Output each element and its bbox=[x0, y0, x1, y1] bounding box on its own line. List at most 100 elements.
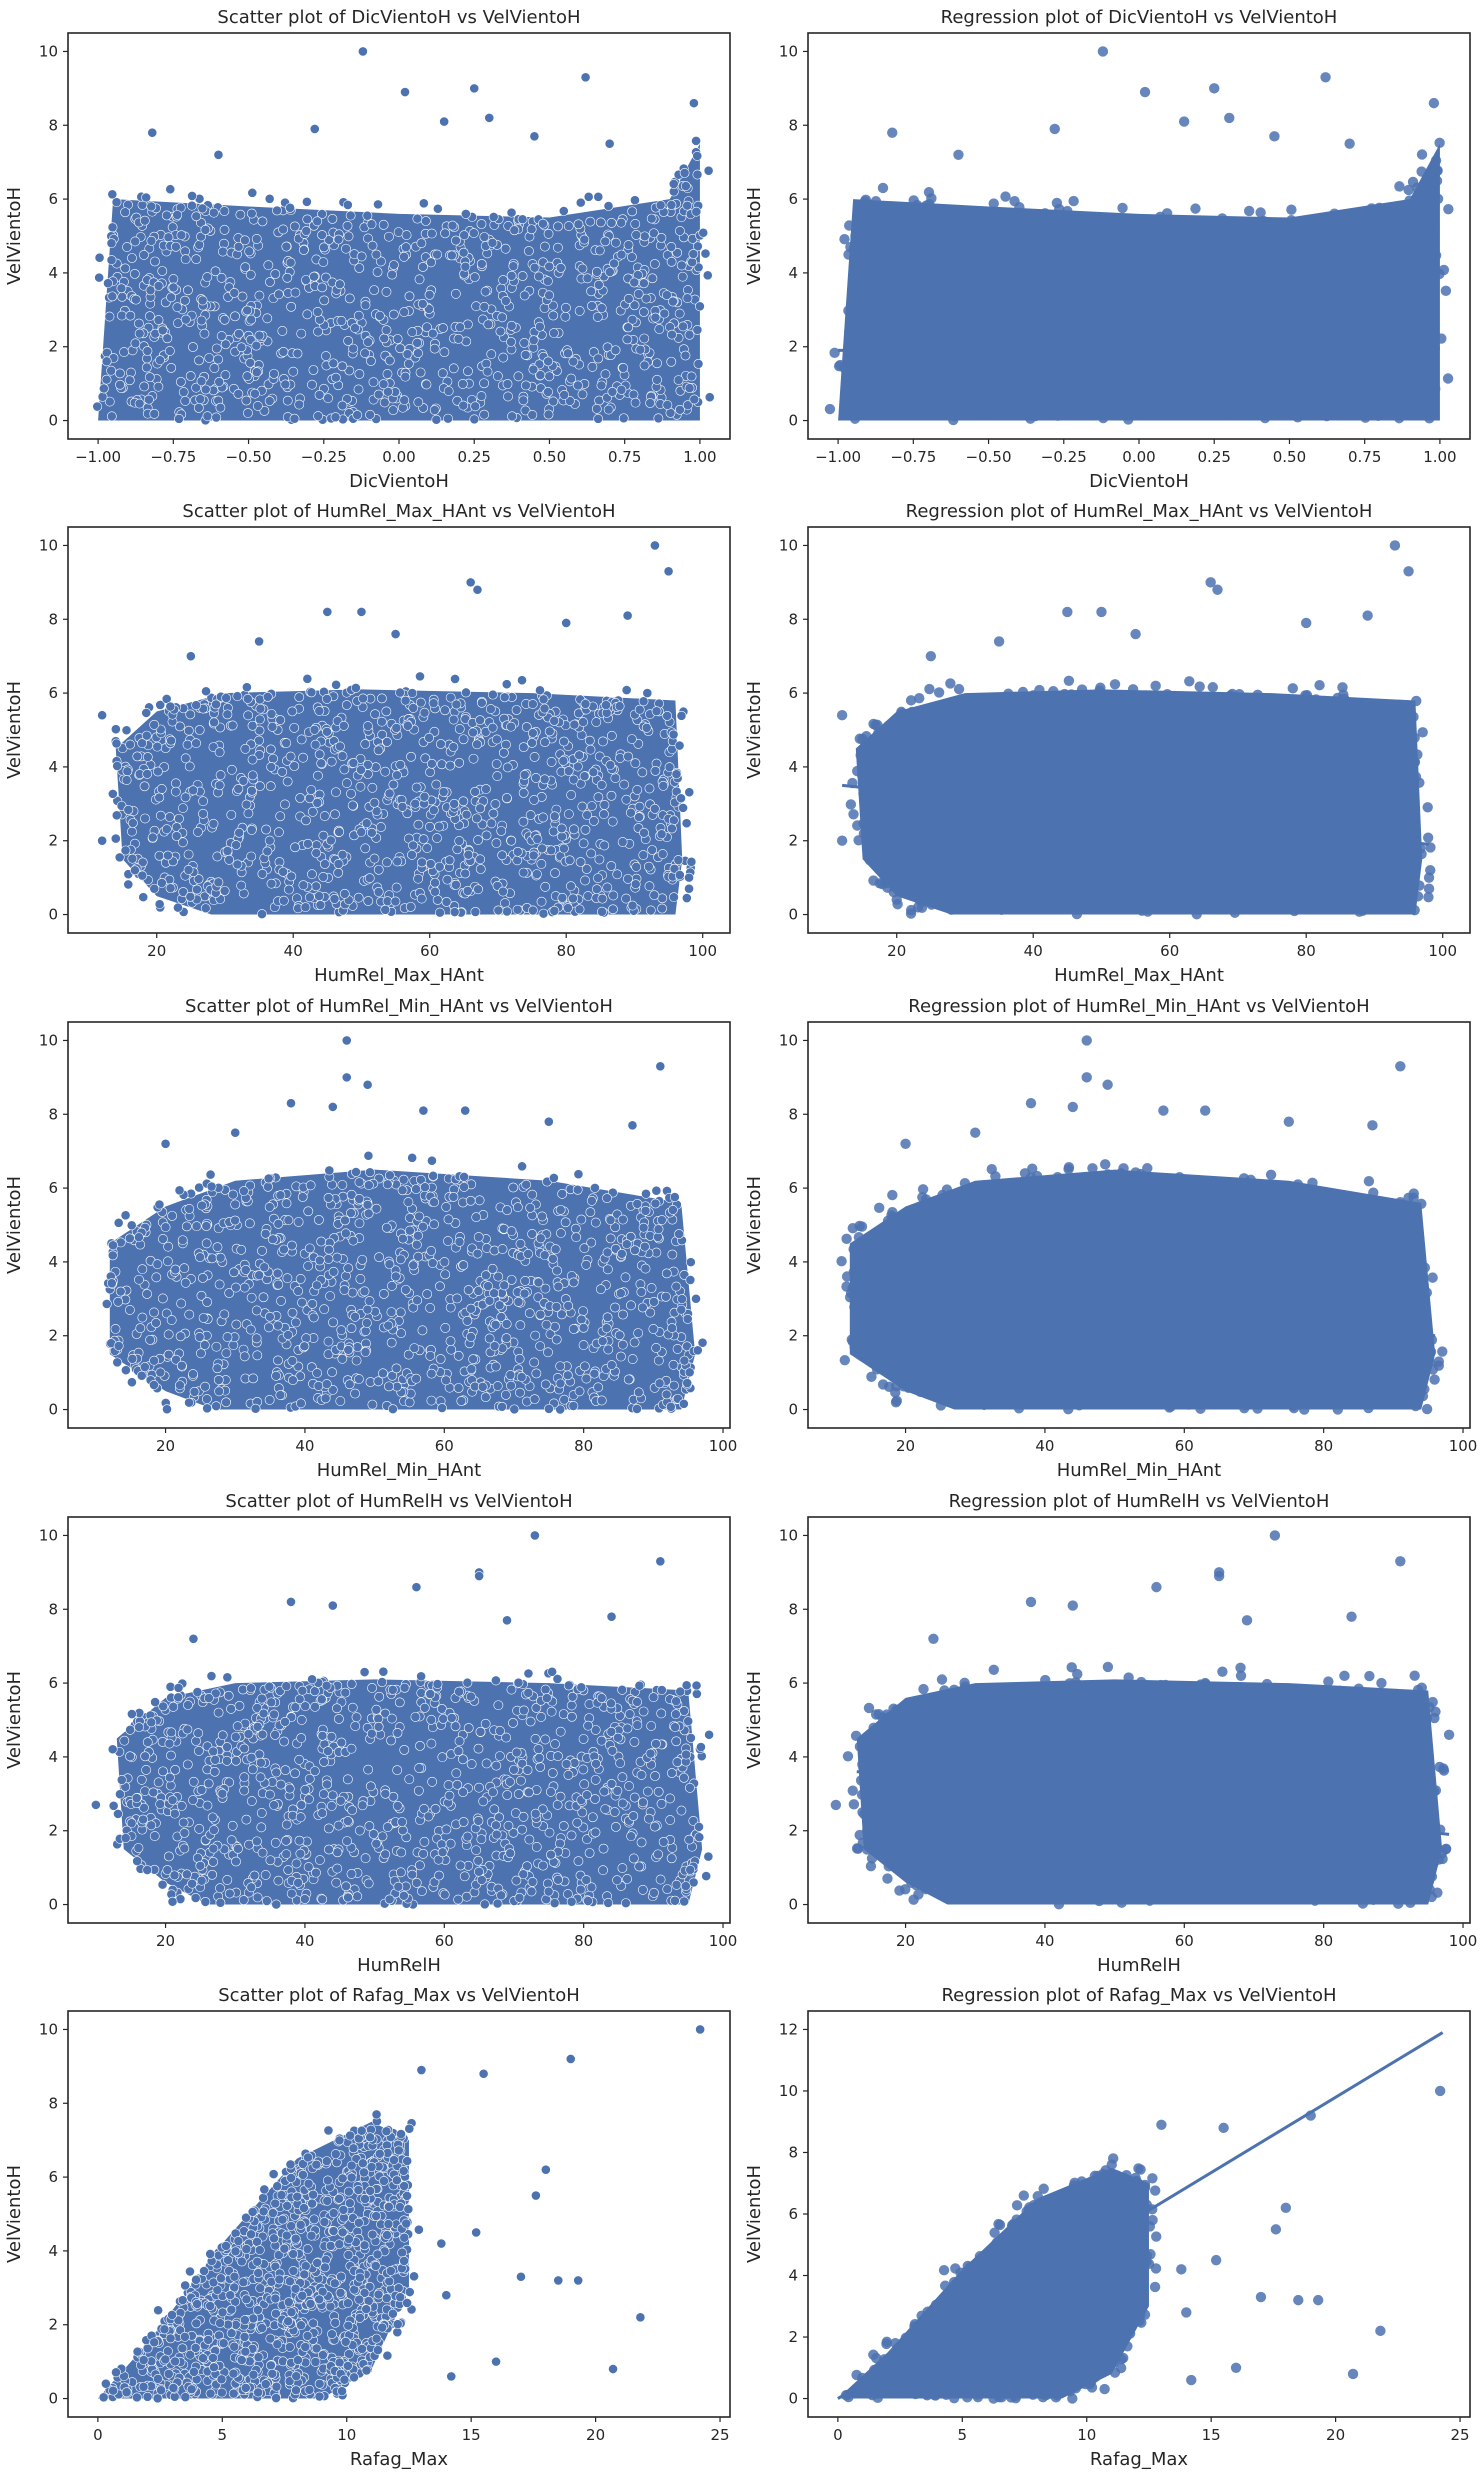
data-point bbox=[1117, 691, 1128, 703]
data-point bbox=[1060, 235, 1072, 246]
data-point bbox=[824, 403, 836, 415]
data-point bbox=[354, 1177, 365, 1188]
data-point bbox=[601, 1323, 612, 1334]
data-point bbox=[228, 1340, 239, 1351]
data-point bbox=[664, 762, 675, 773]
data-point bbox=[1078, 326, 1089, 337]
data-point bbox=[645, 1307, 656, 1318]
data-point bbox=[841, 1281, 852, 1292]
data-point bbox=[929, 222, 940, 234]
data-point bbox=[461, 687, 471, 698]
data-point bbox=[1019, 1168, 1031, 1179]
data-point bbox=[307, 379, 317, 390]
data-point bbox=[641, 293, 652, 304]
data-point bbox=[372, 267, 383, 277]
data-point bbox=[593, 413, 604, 424]
data-point bbox=[202, 1403, 213, 1414]
data-point bbox=[1042, 760, 1054, 771]
data-point bbox=[426, 1395, 437, 1406]
data-point bbox=[697, 1337, 708, 1348]
outlier-point bbox=[1102, 1079, 1113, 1090]
data-point bbox=[1395, 250, 1406, 261]
data-point bbox=[185, 891, 196, 902]
data-point bbox=[246, 1292, 257, 1303]
data-point bbox=[240, 743, 251, 754]
data-point bbox=[1077, 1289, 1088, 1301]
data-point bbox=[1365, 248, 1377, 259]
data-point bbox=[1288, 725, 1299, 736]
data-point bbox=[213, 354, 223, 365]
data-point bbox=[908, 735, 920, 747]
data-point bbox=[1196, 1247, 1208, 1259]
x-tick-label: 0.25 bbox=[458, 448, 491, 466]
data-point bbox=[123, 804, 134, 815]
data-point bbox=[413, 348, 423, 359]
data-point bbox=[198, 808, 208, 819]
data-point bbox=[197, 1272, 208, 1283]
data-point bbox=[1234, 688, 1245, 700]
data-point bbox=[685, 1275, 696, 1285]
data-point bbox=[215, 402, 226, 413]
data-point bbox=[1139, 1252, 1150, 1263]
data-point bbox=[881, 1227, 893, 1239]
data-point bbox=[110, 833, 121, 844]
data-point bbox=[639, 333, 650, 344]
data-point bbox=[1205, 1240, 1216, 1251]
data-point bbox=[146, 235, 157, 246]
data-point bbox=[658, 780, 669, 791]
data-point bbox=[1142, 288, 1153, 299]
data-point bbox=[134, 1274, 144, 1285]
data-point bbox=[933, 687, 945, 698]
data-point bbox=[880, 1360, 891, 1371]
data-point bbox=[1215, 1207, 1227, 1218]
data-point bbox=[1037, 741, 1048, 752]
data-point bbox=[434, 821, 444, 832]
data-point bbox=[1308, 780, 1319, 792]
data-point bbox=[598, 809, 609, 820]
data-point bbox=[991, 330, 1002, 341]
data-point bbox=[454, 724, 465, 734]
data-point bbox=[275, 1190, 286, 1201]
data-point bbox=[1412, 227, 1423, 239]
data-point bbox=[1426, 1334, 1438, 1346]
data-point bbox=[1167, 1356, 1178, 1367]
data-point bbox=[917, 1184, 929, 1195]
data-point bbox=[904, 387, 916, 399]
data-point bbox=[666, 242, 677, 252]
data-point bbox=[680, 350, 691, 361]
data-point bbox=[404, 1225, 415, 1236]
data-point bbox=[191, 382, 202, 393]
data-point bbox=[1150, 680, 1161, 692]
data-point bbox=[568, 893, 578, 904]
data-point bbox=[1374, 1240, 1385, 1251]
data-point bbox=[373, 887, 384, 897]
data-point bbox=[558, 206, 569, 216]
data-point bbox=[528, 335, 539, 346]
data-point bbox=[1099, 215, 1111, 226]
data-point bbox=[1401, 366, 1413, 377]
data-point bbox=[1361, 300, 1372, 311]
data-point bbox=[544, 261, 555, 272]
data-point bbox=[144, 372, 155, 383]
data-point bbox=[282, 272, 293, 283]
data-point bbox=[400, 1284, 411, 1295]
data-point bbox=[1100, 1382, 1111, 1394]
data-point bbox=[364, 1296, 375, 1306]
data-point bbox=[1118, 1163, 1129, 1174]
data-point bbox=[869, 260, 881, 271]
data-point bbox=[336, 1325, 347, 1336]
data-point bbox=[1147, 1197, 1159, 1208]
data-point bbox=[1062, 1267, 1073, 1279]
data-point bbox=[557, 892, 568, 903]
data-point bbox=[1290, 773, 1301, 784]
data-point bbox=[1416, 166, 1427, 177]
data-point bbox=[415, 367, 426, 378]
data-point bbox=[285, 257, 296, 268]
data-point bbox=[1240, 878, 1251, 890]
data-point bbox=[261, 824, 272, 835]
data-point bbox=[353, 310, 364, 321]
data-point bbox=[411, 1239, 422, 1250]
data-point bbox=[475, 803, 486, 814]
data-point bbox=[529, 752, 540, 762]
data-point bbox=[1210, 407, 1221, 418]
